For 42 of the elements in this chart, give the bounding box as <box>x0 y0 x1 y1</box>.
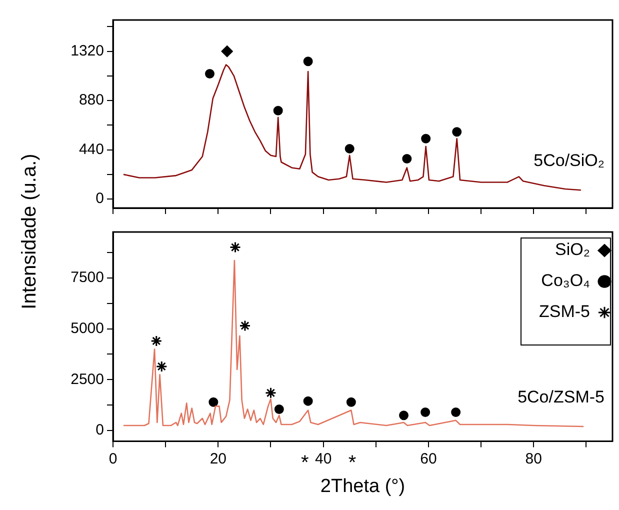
x-tick-label: 40 <box>314 450 332 468</box>
point <box>273 106 283 116</box>
point <box>204 68 214 78</box>
y-tick-label: 7500 <box>70 268 104 286</box>
point <box>346 397 356 407</box>
x-tick-label: 60 <box>420 450 437 468</box>
point <box>150 335 162 347</box>
point <box>344 144 354 154</box>
y-tick-label: 1320 <box>70 42 104 60</box>
point <box>303 396 313 406</box>
point <box>402 154 412 164</box>
point <box>274 404 284 414</box>
series-label: 5Co/ZSM-5 <box>518 388 604 407</box>
point <box>420 408 430 418</box>
point <box>229 242 241 254</box>
legend-label: Co₃O₄ <box>541 271 590 290</box>
x-axis-title: 2Theta (°) <box>320 476 406 497</box>
y-tick-label: 0 <box>96 422 104 439</box>
series-label: 5Co/SiO₂ <box>534 151 604 170</box>
y-tick-label: 880 <box>78 92 104 109</box>
point <box>421 134 431 144</box>
point <box>451 408 461 418</box>
point <box>399 410 409 420</box>
y-axis-title: Intensidade (u.a.) <box>18 152 42 312</box>
x-tick-label: 20 <box>210 450 226 468</box>
y-tick-label: 0 <box>96 190 104 208</box>
point <box>208 397 218 407</box>
point <box>156 360 168 372</box>
x-tick-label: 80 <box>525 450 542 468</box>
point <box>303 56 313 66</box>
point <box>239 320 251 332</box>
point <box>221 46 233 58</box>
text: * <box>348 452 356 474</box>
y-tick-label: 440 <box>78 140 104 158</box>
point <box>452 127 462 137</box>
legend-label: SiO₂ <box>555 240 590 260</box>
x-tick-label: 0 <box>108 450 118 468</box>
y-tick-label: 5000 <box>70 320 104 337</box>
point <box>264 387 276 399</box>
text: * <box>301 452 310 474</box>
legend-label: ZSM-5 <box>539 302 590 322</box>
y-tick-label: 2500 <box>70 370 104 388</box>
